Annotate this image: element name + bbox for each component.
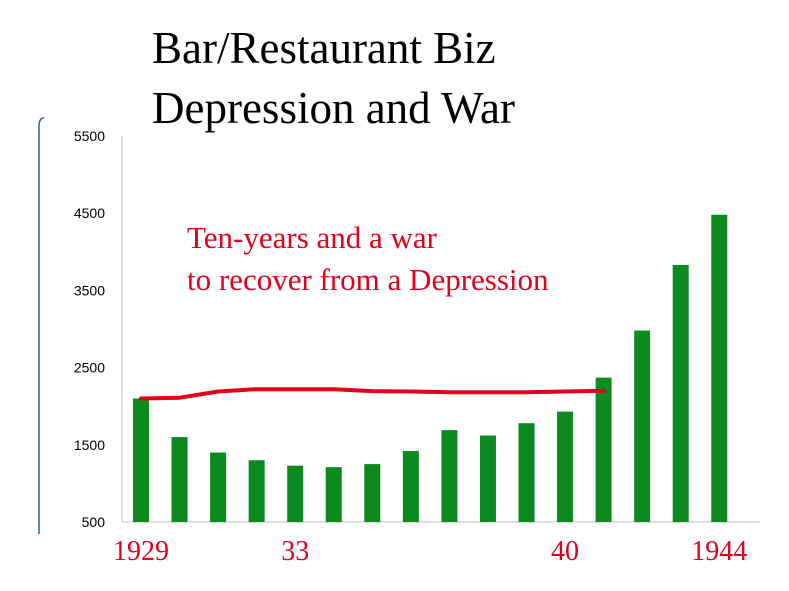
bar-1941 <box>595 377 612 522</box>
x-tick-label: 1944 <box>691 536 748 567</box>
bar-1937 <box>441 430 458 522</box>
annotation-trend-line <box>139 387 606 401</box>
y-tick-label: 1500 <box>74 437 105 453</box>
annotation-line-2: to recover from a Depression <box>187 262 549 297</box>
bar-1930 <box>171 437 188 522</box>
bars-group <box>133 214 728 522</box>
y-tick-label: 3500 <box>74 282 105 298</box>
y-tick-label: 5500 <box>74 128 105 144</box>
chart-title-line-2: Depression and War <box>152 83 515 133</box>
y-tick-label: 2500 <box>74 360 105 376</box>
bar-1938 <box>479 435 496 522</box>
bar-1932 <box>248 460 265 522</box>
bar-1934 <box>325 467 342 522</box>
bar-1935 <box>364 464 381 522</box>
bar-1933 <box>287 465 304 522</box>
bar-1944 <box>711 214 728 522</box>
bar-1940 <box>557 411 574 522</box>
bar-1939 <box>518 423 535 522</box>
x-tick-label: 40 <box>551 536 580 567</box>
bar-1936 <box>402 450 419 522</box>
bar-1943 <box>672 264 689 522</box>
y-tick-label: 4500 <box>74 205 105 221</box>
chart-title-line-1: Bar/Restaurant Biz <box>152 23 496 73</box>
slide-frame-bracket <box>38 117 45 534</box>
annotation-line-1: Ten-years and a war <box>187 220 437 255</box>
bar-1931 <box>210 452 227 522</box>
x-tick-label: 33 <box>281 536 310 567</box>
bar-1942 <box>634 330 651 522</box>
y-axis-ticks: 500 1500 2500 3500 4500 5500 <box>74 128 105 530</box>
y-tick-label: 500 <box>82 514 106 530</box>
bar-1929 <box>133 398 149 522</box>
x-tick-label: 1929 <box>113 536 169 567</box>
